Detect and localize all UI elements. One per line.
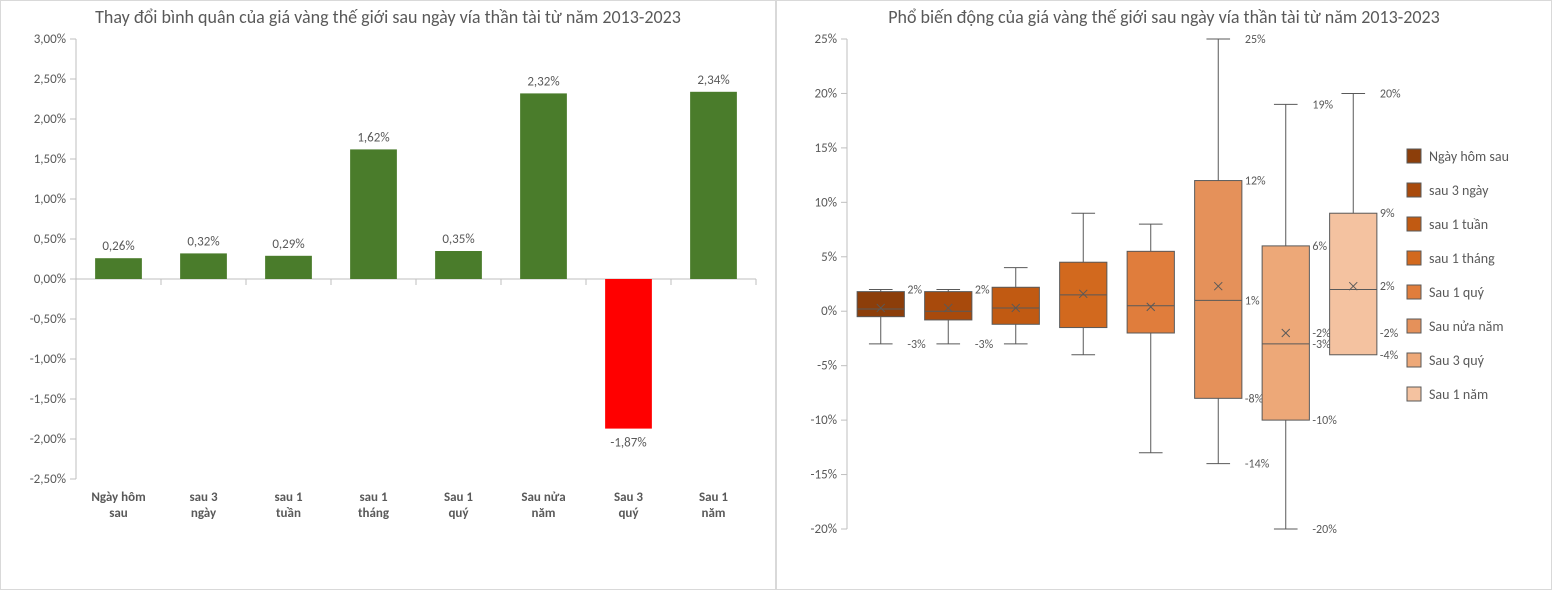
y-tick-label: -0,50% xyxy=(30,312,66,327)
box-annotation: 9% xyxy=(1380,207,1395,221)
y-tick-label: 1,00% xyxy=(34,192,66,207)
bar-value-label: 1,62% xyxy=(357,130,389,145)
box-chart-panel: Phổ biến động của giá vàng thế giới sau … xyxy=(776,0,1552,590)
legend-label: Sau 3 quý xyxy=(1429,352,1485,369)
bar xyxy=(690,91,737,278)
box-annotation: 12% xyxy=(1245,174,1266,188)
box-annotation: 25% xyxy=(1245,33,1266,47)
bar xyxy=(520,93,567,279)
box-annotation: 6% xyxy=(1312,239,1327,253)
y-tick-label: 5% xyxy=(821,249,837,264)
box-chart-svg: -20% -15% -10% -5% 0% 5% 10% 15% 20% 25% 2% -3% 2% -3… xyxy=(777,29,1553,549)
box xyxy=(857,291,904,316)
box-annotation: 19% xyxy=(1312,98,1333,112)
bar xyxy=(180,253,227,279)
y-tick-label: -2,50% xyxy=(30,472,66,487)
legend-swatch xyxy=(1407,319,1421,333)
y-tick-label: -20% xyxy=(811,522,837,537)
y-tick-label: 3,00% xyxy=(34,32,66,47)
category-label: Sau nửanăm xyxy=(521,490,565,521)
box-annotation: -4% xyxy=(1380,348,1399,362)
box-chart-title: Phổ biến động của giá vàng thế giới sau … xyxy=(777,1,1551,29)
box-annotation: -3% xyxy=(907,337,926,351)
bar xyxy=(435,251,482,279)
legend-label: Ngày hôm sau xyxy=(1429,148,1509,165)
box-annotation: -14% xyxy=(1245,457,1270,471)
y-tick-label: 15% xyxy=(815,140,837,155)
category-label: Sau 3quý xyxy=(614,490,643,521)
box-annotation: -3% xyxy=(975,337,994,351)
legend-swatch xyxy=(1407,217,1421,231)
bar xyxy=(265,255,312,278)
bar-chart-title: Thay đổi bình quân của giá vàng thế giới… xyxy=(1,1,775,29)
category-label: sau 1tuần xyxy=(274,490,303,521)
y-tick-label: 25% xyxy=(815,32,837,47)
box-annotation: 20% xyxy=(1380,87,1401,101)
y-tick-label: 1,50% xyxy=(34,152,66,167)
box-annotation: 2% xyxy=(907,283,922,297)
bar-value-label: 2,32% xyxy=(527,74,559,89)
category-label: sau 3ngày xyxy=(189,490,218,521)
box xyxy=(1127,251,1174,333)
bar-value-label: 0,35% xyxy=(442,232,474,247)
bar-chart-svg: -2,50% -2,00% -1,50% -1,00% -0,50% 0,00% 0,50%… xyxy=(1,29,777,549)
legend-swatch xyxy=(1407,149,1421,163)
category-label: Sau 1quý xyxy=(444,490,473,521)
bar-chart-panel: Thay đổi bình quân của giá vàng thế giới… xyxy=(0,0,776,590)
box-annotation: 2% xyxy=(1380,280,1395,294)
y-tick-label: -10% xyxy=(811,413,837,428)
bar-value-label: 0,26% xyxy=(102,239,134,254)
box-annotation: 1% xyxy=(1245,294,1260,308)
y-tick-label: -2,00% xyxy=(30,432,66,447)
legend-label: Sau 1 năm xyxy=(1429,386,1488,403)
y-tick-label: 0,50% xyxy=(34,232,66,247)
box-annotation: -8% xyxy=(1245,392,1264,406)
y-tick-label: 2,00% xyxy=(34,112,66,127)
legend-swatch xyxy=(1407,285,1421,299)
y-tick-label: -15% xyxy=(811,467,837,482)
bar-value-label: 0,29% xyxy=(272,236,304,251)
y-tick-label: 0% xyxy=(821,304,837,319)
category-label: sau 1tháng xyxy=(358,490,390,521)
box-annotation: -10% xyxy=(1312,414,1337,428)
y-tick-label: -5% xyxy=(817,358,837,373)
bar-value-label: 0,32% xyxy=(187,234,219,249)
legend-swatch xyxy=(1407,183,1421,197)
box xyxy=(1330,213,1377,355)
legend-label: Sau 1 quý xyxy=(1429,284,1485,301)
legend-label: sau 1 tuần xyxy=(1429,216,1488,233)
legend-label: sau 3 ngày xyxy=(1429,182,1489,199)
legend-swatch xyxy=(1407,251,1421,265)
bar xyxy=(350,149,397,279)
box-annotation: 2% xyxy=(975,283,990,297)
legend-swatch xyxy=(1407,387,1421,401)
y-tick-label: -1,00% xyxy=(30,352,66,367)
legend-label: Sau nửa năm xyxy=(1429,318,1504,335)
legend-swatch xyxy=(1407,353,1421,367)
bar-value-label: 2,34% xyxy=(697,72,729,87)
box-annotation: -2% xyxy=(1380,327,1399,341)
box xyxy=(925,291,972,319)
bar xyxy=(95,258,142,279)
box xyxy=(1195,180,1242,398)
box-annotation: -2% xyxy=(1312,327,1331,341)
category-label: Sau 1năm xyxy=(699,490,728,521)
bar xyxy=(605,279,652,429)
legend-label: sau 1 tháng xyxy=(1429,250,1495,267)
y-tick-label: 20% xyxy=(815,86,837,101)
y-tick-label: -1,50% xyxy=(30,392,66,407)
y-tick-label: 10% xyxy=(815,195,837,210)
box xyxy=(992,287,1039,324)
y-tick-label: 2,50% xyxy=(34,72,66,87)
y-tick-label: 0,00% xyxy=(34,272,66,287)
charts-container: Thay đổi bình quân của giá vàng thế giới… xyxy=(0,0,1553,590)
box-annotation: -20% xyxy=(1312,523,1337,537)
category-label: Ngày hômsau xyxy=(91,490,145,521)
bar-value-label: -1,87% xyxy=(610,435,646,450)
